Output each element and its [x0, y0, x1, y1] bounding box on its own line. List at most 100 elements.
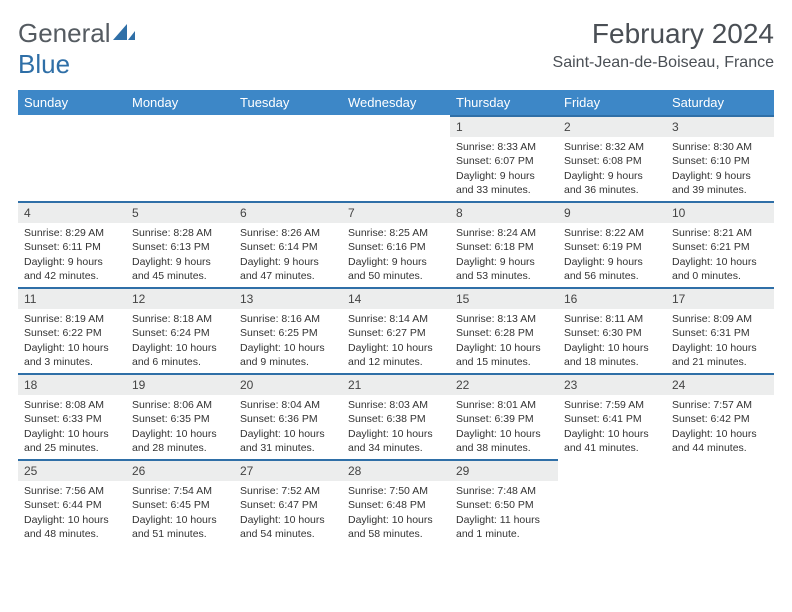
calendar-cell: 4Sunrise: 8:29 AMSunset: 6:11 PMDaylight…	[18, 201, 126, 287]
daylight-text: Daylight: 10 hours and 6 minutes.	[132, 341, 228, 369]
calendar-table: Sunday Monday Tuesday Wednesday Thursday…	[18, 90, 774, 545]
day-number: 28	[342, 459, 450, 481]
sunset-text: Sunset: 6:41 PM	[564, 412, 660, 426]
sunrise-text: Sunrise: 7:54 AM	[132, 484, 228, 498]
day-number: 20	[234, 373, 342, 395]
header: GeneralBlue February 2024 Saint-Jean-de-…	[18, 18, 774, 80]
daylight-text: Daylight: 9 hours and 50 minutes.	[348, 255, 444, 283]
day-body: Sunrise: 7:54 AMSunset: 6:45 PMDaylight:…	[126, 481, 234, 545]
sunset-text: Sunset: 6:33 PM	[24, 412, 120, 426]
calendar-cell	[666, 459, 774, 545]
daylight-text: Daylight: 9 hours and 39 minutes.	[672, 169, 768, 197]
dow-thursday: Thursday	[450, 90, 558, 115]
daylight-text: Daylight: 10 hours and 12 minutes.	[348, 341, 444, 369]
day-body: Sunrise: 8:30 AMSunset: 6:10 PMDaylight:…	[666, 137, 774, 201]
sunrise-text: Sunrise: 7:59 AM	[564, 398, 660, 412]
calendar-cell	[18, 115, 126, 201]
sunrise-text: Sunrise: 8:24 AM	[456, 226, 552, 240]
sunrise-text: Sunrise: 8:14 AM	[348, 312, 444, 326]
daylight-text: Daylight: 9 hours and 36 minutes.	[564, 169, 660, 197]
daylight-text: Daylight: 9 hours and 47 minutes.	[240, 255, 336, 283]
day-body: Sunrise: 8:04 AMSunset: 6:36 PMDaylight:…	[234, 395, 342, 459]
sunrise-text: Sunrise: 8:22 AM	[564, 226, 660, 240]
sunrise-text: Sunrise: 7:50 AM	[348, 484, 444, 498]
calendar-week: 11Sunrise: 8:19 AMSunset: 6:22 PMDayligh…	[18, 287, 774, 373]
dow-saturday: Saturday	[666, 90, 774, 115]
calendar-cell: 15Sunrise: 8:13 AMSunset: 6:28 PMDayligh…	[450, 287, 558, 373]
day-number: 2	[558, 115, 666, 137]
sunset-text: Sunset: 6:47 PM	[240, 498, 336, 512]
sunset-text: Sunset: 6:11 PM	[24, 240, 120, 254]
sunrise-text: Sunrise: 8:18 AM	[132, 312, 228, 326]
title-block: February 2024 Saint-Jean-de-Boiseau, Fra…	[553, 18, 774, 72]
sunrise-text: Sunrise: 7:52 AM	[240, 484, 336, 498]
day-body: Sunrise: 8:33 AMSunset: 6:07 PMDaylight:…	[450, 137, 558, 201]
sunrise-text: Sunrise: 8:30 AM	[672, 140, 768, 154]
day-number: 3	[666, 115, 774, 137]
day-number: 1	[450, 115, 558, 137]
day-number: 26	[126, 459, 234, 481]
sunrise-text: Sunrise: 8:32 AM	[564, 140, 660, 154]
daylight-text: Daylight: 10 hours and 51 minutes.	[132, 513, 228, 541]
daylight-text: Daylight: 10 hours and 3 minutes.	[24, 341, 120, 369]
sunset-text: Sunset: 6:44 PM	[24, 498, 120, 512]
sunrise-text: Sunrise: 7:48 AM	[456, 484, 552, 498]
dow-tuesday: Tuesday	[234, 90, 342, 115]
day-body: Sunrise: 8:16 AMSunset: 6:25 PMDaylight:…	[234, 309, 342, 373]
calendar-cell: 10Sunrise: 8:21 AMSunset: 6:21 PMDayligh…	[666, 201, 774, 287]
dow-sunday: Sunday	[18, 90, 126, 115]
sunset-text: Sunset: 6:19 PM	[564, 240, 660, 254]
sunrise-text: Sunrise: 8:21 AM	[672, 226, 768, 240]
daylight-text: Daylight: 9 hours and 56 minutes.	[564, 255, 660, 283]
daylight-text: Daylight: 10 hours and 28 minutes.	[132, 427, 228, 455]
day-number: 17	[666, 287, 774, 309]
calendar-cell: 13Sunrise: 8:16 AMSunset: 6:25 PMDayligh…	[234, 287, 342, 373]
sunset-text: Sunset: 6:50 PM	[456, 498, 552, 512]
daylight-text: Daylight: 9 hours and 42 minutes.	[24, 255, 120, 283]
calendar-cell: 6Sunrise: 8:26 AMSunset: 6:14 PMDaylight…	[234, 201, 342, 287]
calendar-cell: 18Sunrise: 8:08 AMSunset: 6:33 PMDayligh…	[18, 373, 126, 459]
calendar-cell: 22Sunrise: 8:01 AMSunset: 6:39 PMDayligh…	[450, 373, 558, 459]
calendar-cell: 23Sunrise: 7:59 AMSunset: 6:41 PMDayligh…	[558, 373, 666, 459]
sunrise-text: Sunrise: 7:56 AM	[24, 484, 120, 498]
day-number: 19	[126, 373, 234, 395]
daylight-text: Daylight: 10 hours and 9 minutes.	[240, 341, 336, 369]
sunset-text: Sunset: 6:27 PM	[348, 326, 444, 340]
day-number: 23	[558, 373, 666, 395]
calendar-cell: 5Sunrise: 8:28 AMSunset: 6:13 PMDaylight…	[126, 201, 234, 287]
daylight-text: Daylight: 9 hours and 53 minutes.	[456, 255, 552, 283]
calendar-cell: 2Sunrise: 8:32 AMSunset: 6:08 PMDaylight…	[558, 115, 666, 201]
day-body: Sunrise: 8:08 AMSunset: 6:33 PMDaylight:…	[18, 395, 126, 459]
day-body: Sunrise: 7:48 AMSunset: 6:50 PMDaylight:…	[450, 481, 558, 545]
sunrise-text: Sunrise: 8:28 AM	[132, 226, 228, 240]
sunrise-text: Sunrise: 8:19 AM	[24, 312, 120, 326]
day-body: Sunrise: 7:59 AMSunset: 6:41 PMDaylight:…	[558, 395, 666, 459]
calendar-cell: 19Sunrise: 8:06 AMSunset: 6:35 PMDayligh…	[126, 373, 234, 459]
day-number: 10	[666, 201, 774, 223]
calendar-cell: 7Sunrise: 8:25 AMSunset: 6:16 PMDaylight…	[342, 201, 450, 287]
sunrise-text: Sunrise: 8:25 AM	[348, 226, 444, 240]
day-body: Sunrise: 8:24 AMSunset: 6:18 PMDaylight:…	[450, 223, 558, 287]
calendar-cell: 26Sunrise: 7:54 AMSunset: 6:45 PMDayligh…	[126, 459, 234, 545]
sunrise-text: Sunrise: 8:26 AM	[240, 226, 336, 240]
day-body: Sunrise: 8:25 AMSunset: 6:16 PMDaylight:…	[342, 223, 450, 287]
calendar-cell	[234, 115, 342, 201]
day-body: Sunrise: 8:14 AMSunset: 6:27 PMDaylight:…	[342, 309, 450, 373]
day-number: 9	[558, 201, 666, 223]
calendar-cell: 9 Sunrise: 8:22 AMSunset: 6:19 PMDaylight…	[558, 201, 666, 287]
calendar-cell	[342, 115, 450, 201]
sunset-text: Sunset: 6:22 PM	[24, 326, 120, 340]
calendar-week: 25Sunrise: 7:56 AMSunset: 6:44 PMDayligh…	[18, 459, 774, 545]
sunset-text: Sunset: 6:31 PM	[672, 326, 768, 340]
daylight-text: Daylight: 10 hours and 15 minutes.	[456, 341, 552, 369]
sunrise-text: Sunrise: 8:09 AM	[672, 312, 768, 326]
day-body: Sunrise: 8:13 AMSunset: 6:28 PMDaylight:…	[450, 309, 558, 373]
day-number: 25	[18, 459, 126, 481]
day-body: Sunrise: 8:09 AMSunset: 6:31 PMDaylight:…	[666, 309, 774, 373]
day-number: 12	[126, 287, 234, 309]
daylight-text: Daylight: 10 hours and 48 minutes.	[24, 513, 120, 541]
sunset-text: Sunset: 6:28 PM	[456, 326, 552, 340]
day-number: 13	[234, 287, 342, 309]
day-number: 22	[450, 373, 558, 395]
sunset-text: Sunset: 6:16 PM	[348, 240, 444, 254]
